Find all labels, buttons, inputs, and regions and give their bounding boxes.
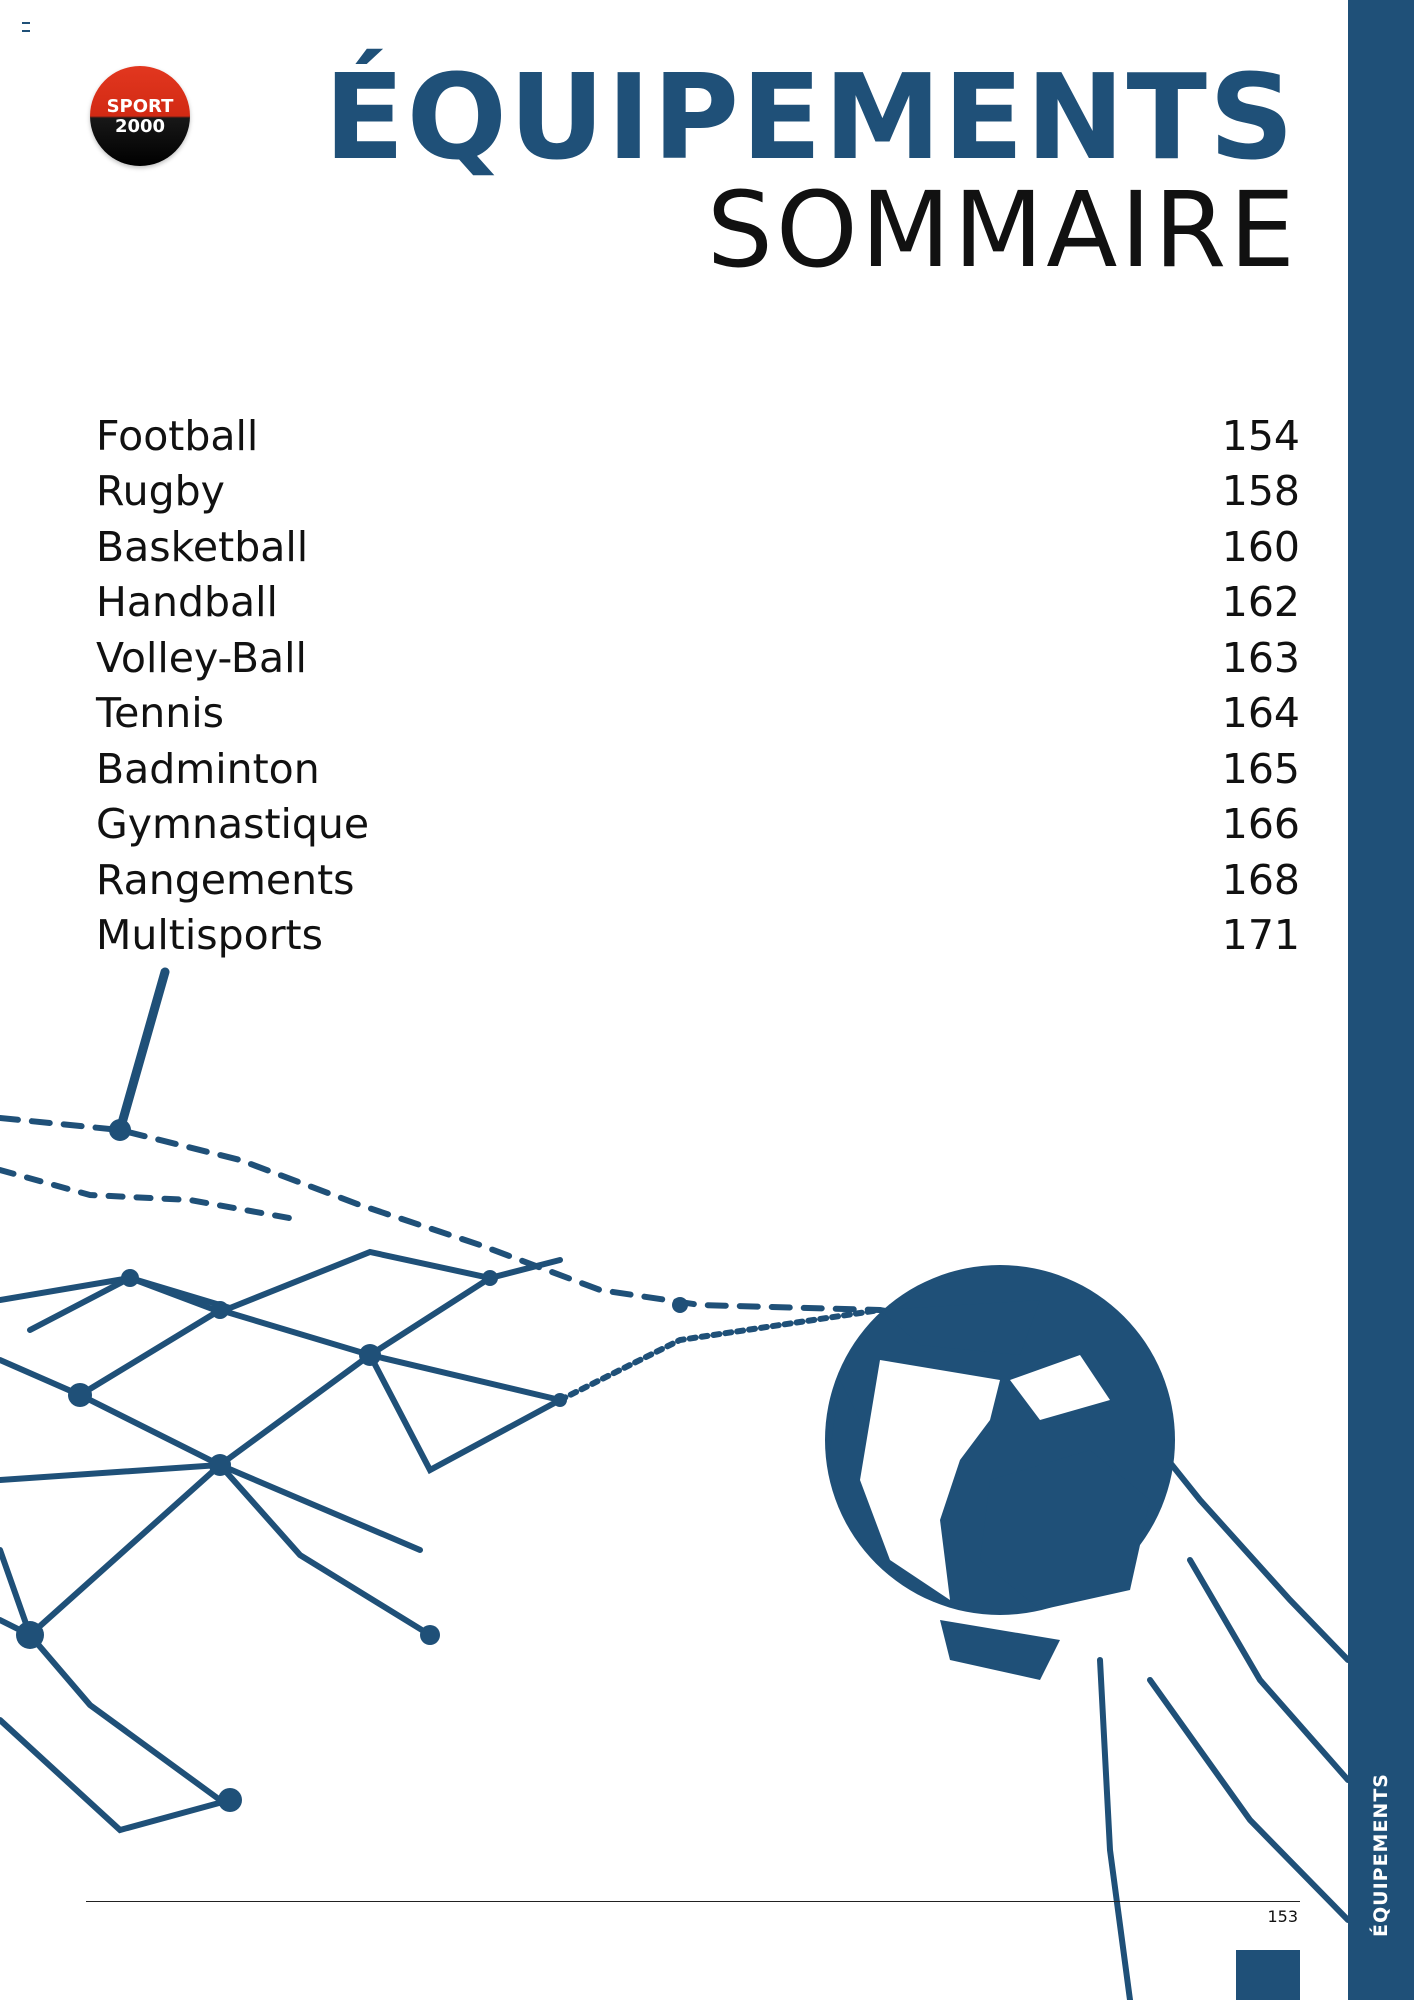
- toc-label: Basketball: [96, 522, 309, 571]
- page-subtitle: SOMMAIRE: [706, 169, 1298, 291]
- toc-row-gymnastique[interactable]: Gymnastique 166: [96, 797, 1300, 853]
- toc-page: 164: [1221, 689, 1300, 738]
- soccer-ball-in-net-illustration: [0, 967, 1348, 2000]
- toc-page: 171: [1221, 911, 1300, 960]
- section-tab-marker: [1236, 1950, 1300, 2000]
- toc-row-badminton[interactable]: Badminton 165: [96, 741, 1300, 797]
- toc-page: 158: [1221, 467, 1300, 516]
- logo-line-2: 2000: [114, 116, 166, 137]
- page-number: 153: [1267, 1907, 1298, 1926]
- toc-label: Badminton: [96, 744, 320, 793]
- toc-row-multisports[interactable]: Multisports 171: [96, 908, 1300, 964]
- toc-page: 168: [1221, 855, 1300, 904]
- toc-page: 162: [1221, 578, 1300, 627]
- toc-page: 154: [1221, 411, 1300, 460]
- section-sidebar: [1348, 0, 1414, 2000]
- toc-label: Multisports: [96, 911, 323, 960]
- toc-label: Gymnastique: [96, 800, 370, 849]
- toc-row-handball[interactable]: Handball 162: [96, 575, 1300, 631]
- toc-row-rugby[interactable]: Rugby 158: [96, 464, 1300, 520]
- toc-page: 165: [1221, 744, 1300, 793]
- table-of-contents: Football 154 Rugby 158 Basketball 160 Ha…: [96, 408, 1300, 963]
- sidebar-section-label: ÉQUIPEMENTS: [1370, 1773, 1392, 1937]
- toc-row-football[interactable]: Football 154: [96, 408, 1300, 464]
- logo-line-1: SPORT: [106, 96, 174, 117]
- toc-row-volley-ball[interactable]: Volley-Ball 163: [96, 630, 1300, 686]
- toc-label: Volley-Ball: [96, 633, 307, 682]
- toc-label: Rugby: [96, 467, 225, 516]
- toc-page: 160: [1221, 522, 1300, 571]
- toc-label: Tennis: [96, 689, 225, 738]
- toc-page: 166: [1221, 800, 1300, 849]
- toc-row-rangements[interactable]: Rangements 168: [96, 852, 1300, 908]
- corner-mark: [22, 22, 30, 32]
- sport2000-logo: SPORT 2000: [90, 66, 190, 166]
- toc-row-tennis[interactable]: Tennis 164: [96, 686, 1300, 742]
- toc-page: 163: [1221, 633, 1300, 682]
- toc-label: Football: [96, 411, 259, 460]
- page-title: ÉQUIPEMENTS: [324, 48, 1296, 186]
- toc-row-basketball[interactable]: Basketball 160: [96, 519, 1300, 575]
- toc-label: Handball: [96, 578, 278, 627]
- footer-rule: [86, 1901, 1300, 1902]
- toc-label: Rangements: [96, 855, 355, 904]
